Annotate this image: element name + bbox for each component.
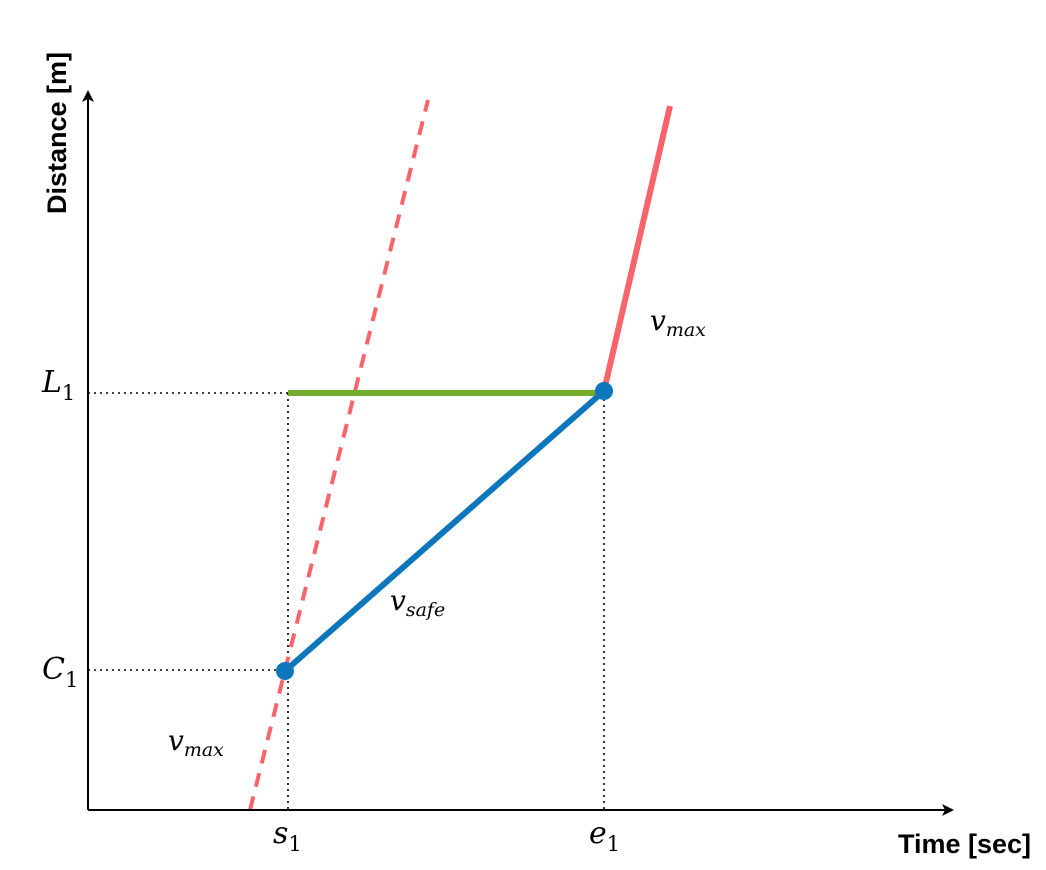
- x-axis-title: Time [sec]: [898, 829, 1031, 859]
- tick-label-s1: s1: [273, 816, 302, 856]
- vmax-dashed-line: [248, 99, 430, 811]
- label-vsafe: vsafe: [390, 584, 445, 621]
- vsafe-line: [283, 388, 606, 674]
- end-point: [595, 382, 613, 400]
- tick-label-e1: e1: [589, 816, 620, 856]
- y-axis-title: Distance [m]: [42, 52, 72, 214]
- tick-label-C1: C1: [42, 652, 78, 692]
- tick-label-L1: L1: [41, 365, 75, 405]
- vmax-solid-line: [601, 105, 673, 392]
- label-vmax-top: vmax: [650, 304, 706, 341]
- label-vmax-bottom: vmax: [168, 724, 224, 761]
- start-point: [276, 662, 294, 680]
